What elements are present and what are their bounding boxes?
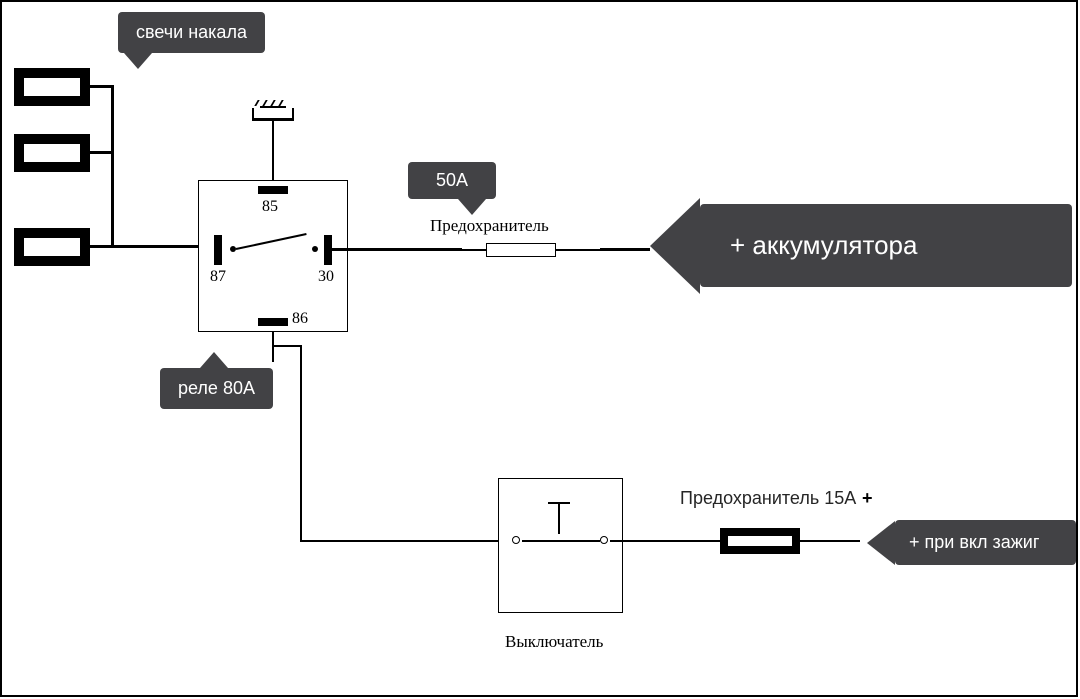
relay-pin-87-label: 87 bbox=[210, 268, 226, 286]
relay-pin-85-label: 85 bbox=[262, 198, 278, 216]
callout-ignition: + при вкл зажиг bbox=[895, 520, 1076, 565]
wire-86-down-thin bbox=[272, 332, 274, 352]
wire bbox=[111, 85, 114, 248]
relay-pin-87 bbox=[214, 235, 222, 265]
callout-glow-plugs-text: свечи накала bbox=[136, 22, 247, 43]
wire bbox=[332, 248, 462, 251]
switch-label: Выключатель bbox=[505, 632, 603, 652]
switch-box bbox=[498, 478, 623, 613]
fuse-secondary-label: Предохранитель 15А bbox=[680, 488, 856, 509]
fuse-main-label: Предохранитель bbox=[430, 216, 549, 236]
relay-pin-30 bbox=[324, 235, 332, 265]
wire-after-fuse2 bbox=[800, 540, 860, 542]
fuse-secondary bbox=[720, 528, 800, 554]
fuse-main-body bbox=[486, 243, 556, 257]
callout-tip bbox=[650, 198, 700, 294]
switch-terminal-left bbox=[512, 536, 520, 544]
callout-tip bbox=[124, 53, 152, 69]
wire-down-1 bbox=[300, 345, 302, 540]
wire-86-to-vert bbox=[273, 345, 301, 347]
ground-stem-l bbox=[252, 108, 254, 120]
callout-ignition-text: + при вкл зажиг bbox=[909, 532, 1039, 553]
switch-actuator-top bbox=[548, 502, 570, 504]
callout-relay-text: реле 80А bbox=[178, 378, 255, 399]
glow-plug-1 bbox=[14, 68, 90, 106]
wire-to-switch bbox=[300, 540, 498, 542]
ground-stem-r bbox=[292, 108, 294, 120]
glow-plug-3 bbox=[14, 228, 90, 266]
switch-terminal-right bbox=[600, 536, 608, 544]
plus-mark: + bbox=[862, 488, 873, 509]
fuse-lead-l bbox=[462, 249, 486, 251]
relay-switch-dot-r bbox=[312, 246, 318, 252]
switch-bar bbox=[522, 540, 600, 542]
wire bbox=[600, 248, 650, 251]
callout-relay: реле 80А bbox=[160, 368, 273, 409]
relay-pin-85 bbox=[258, 186, 288, 194]
ground-wire bbox=[272, 120, 274, 180]
ground-hatches bbox=[254, 100, 294, 106]
wire-switch-out bbox=[610, 540, 720, 542]
callout-tip bbox=[867, 521, 895, 565]
relay-pin-86 bbox=[258, 318, 288, 326]
callout-fuse-amp-text: 50А bbox=[436, 170, 468, 191]
callout-tip bbox=[200, 352, 228, 368]
callout-battery: + аккумулятора bbox=[700, 204, 1072, 287]
ground-plate-1 bbox=[252, 118, 294, 121]
callout-tip bbox=[458, 199, 486, 215]
callout-glow-plugs: свечи накала bbox=[118, 12, 265, 53]
glow-plug-2 bbox=[14, 134, 90, 172]
relay-pin-86-label: 86 bbox=[292, 310, 308, 328]
switch-actuator bbox=[558, 504, 560, 534]
relay-switch-dot-l bbox=[230, 246, 236, 252]
callout-fuse-amp: 50А bbox=[408, 162, 496, 199]
ground-plate-2 bbox=[260, 106, 286, 108]
relay-pin-30-label: 30 bbox=[318, 268, 334, 286]
callout-battery-text: + аккумулятора bbox=[730, 230, 917, 261]
